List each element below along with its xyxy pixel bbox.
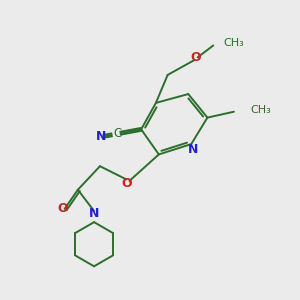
Text: N: N bbox=[89, 207, 99, 220]
Text: O: O bbox=[57, 202, 68, 215]
Text: O: O bbox=[121, 177, 132, 190]
Text: C: C bbox=[113, 127, 122, 140]
Text: N: N bbox=[188, 143, 198, 156]
Text: CH₃: CH₃ bbox=[250, 105, 271, 115]
Text: O: O bbox=[190, 51, 201, 64]
Text: CH₃: CH₃ bbox=[224, 38, 244, 47]
Text: N: N bbox=[96, 130, 106, 143]
